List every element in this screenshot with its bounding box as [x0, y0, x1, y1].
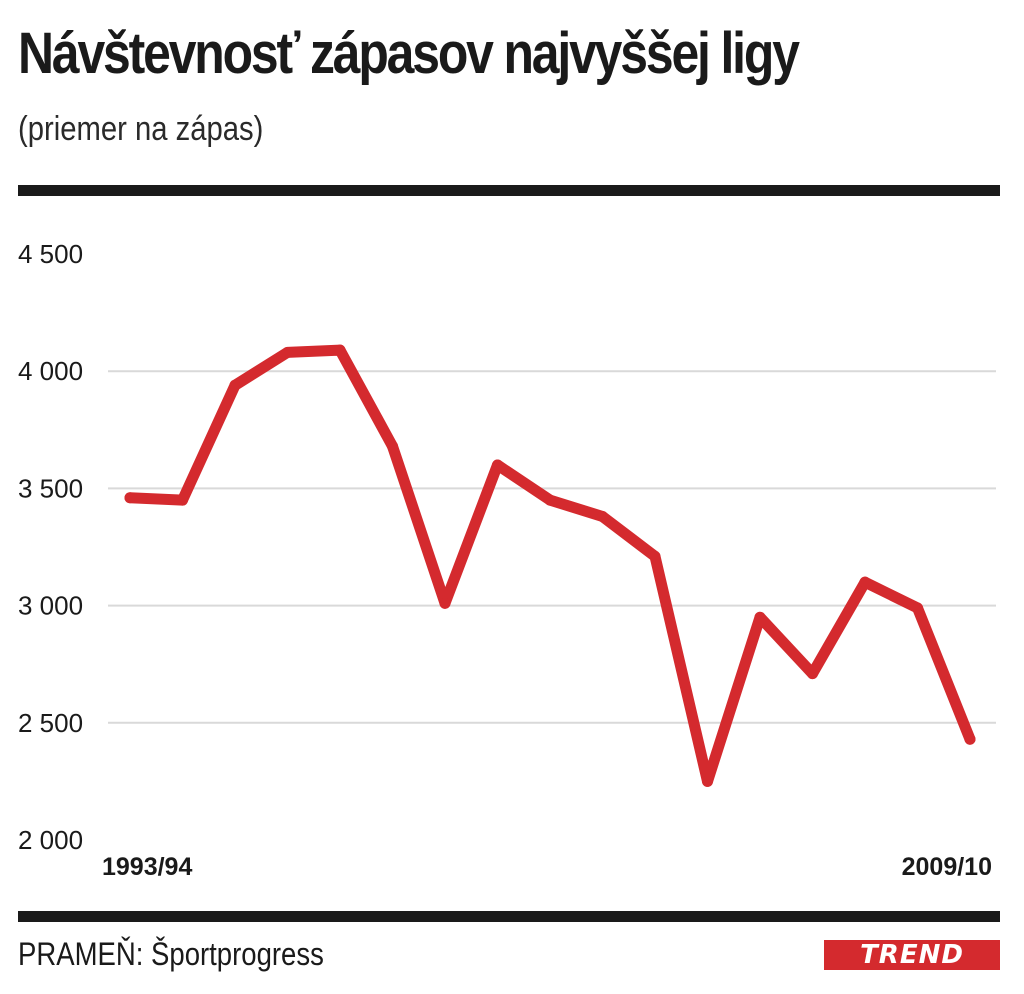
data-point	[859, 576, 871, 588]
data-point	[544, 494, 556, 506]
data-point	[492, 459, 503, 471]
x-axis-labels: 1993/94 2009/10	[102, 853, 992, 881]
y-tick-label: 2 500	[18, 708, 83, 738]
y-tick-label: 4 500	[18, 239, 83, 269]
data-point	[649, 550, 661, 562]
data-point	[702, 775, 713, 787]
chart-title: Návštevnosť zápasov najvyššej ligy	[18, 21, 800, 86]
data-point	[754, 611, 766, 623]
data-point	[282, 346, 293, 358]
x-end-label: 2009/10	[902, 853, 992, 881]
chart-subtitle: (priemer na zápas)	[18, 110, 264, 148]
attendance-series-line	[124, 344, 976, 787]
gridlines	[108, 370, 996, 724]
logo-text: TREND	[860, 940, 964, 970]
data-point	[912, 602, 923, 614]
y-tick-label: 3 500	[18, 473, 83, 503]
series-line-layer	[124, 344, 976, 787]
data-point	[177, 494, 188, 506]
source-note: PRAMEŇ: Športprogress	[18, 936, 324, 972]
data-point	[334, 344, 346, 356]
data-point	[964, 733, 976, 745]
y-tick-label: 3 000	[18, 591, 83, 621]
data-point	[807, 668, 818, 680]
data-point	[387, 440, 398, 452]
data-point	[439, 597, 451, 609]
y-axis-tick-labels: 2 000 2 500 3 000 3 500 4 000 4 500	[18, 239, 83, 855]
bottom-rule	[18, 911, 1000, 922]
data-point	[229, 379, 241, 391]
y-tick-label: 2 000	[18, 825, 83, 855]
top-rule	[18, 185, 1000, 196]
data-point	[124, 492, 136, 504]
x-start-label: 1993/94	[102, 853, 192, 881]
trend-logo: TREND	[824, 940, 1000, 970]
y-tick-label: 4 000	[18, 356, 83, 386]
data-point	[597, 511, 608, 523]
